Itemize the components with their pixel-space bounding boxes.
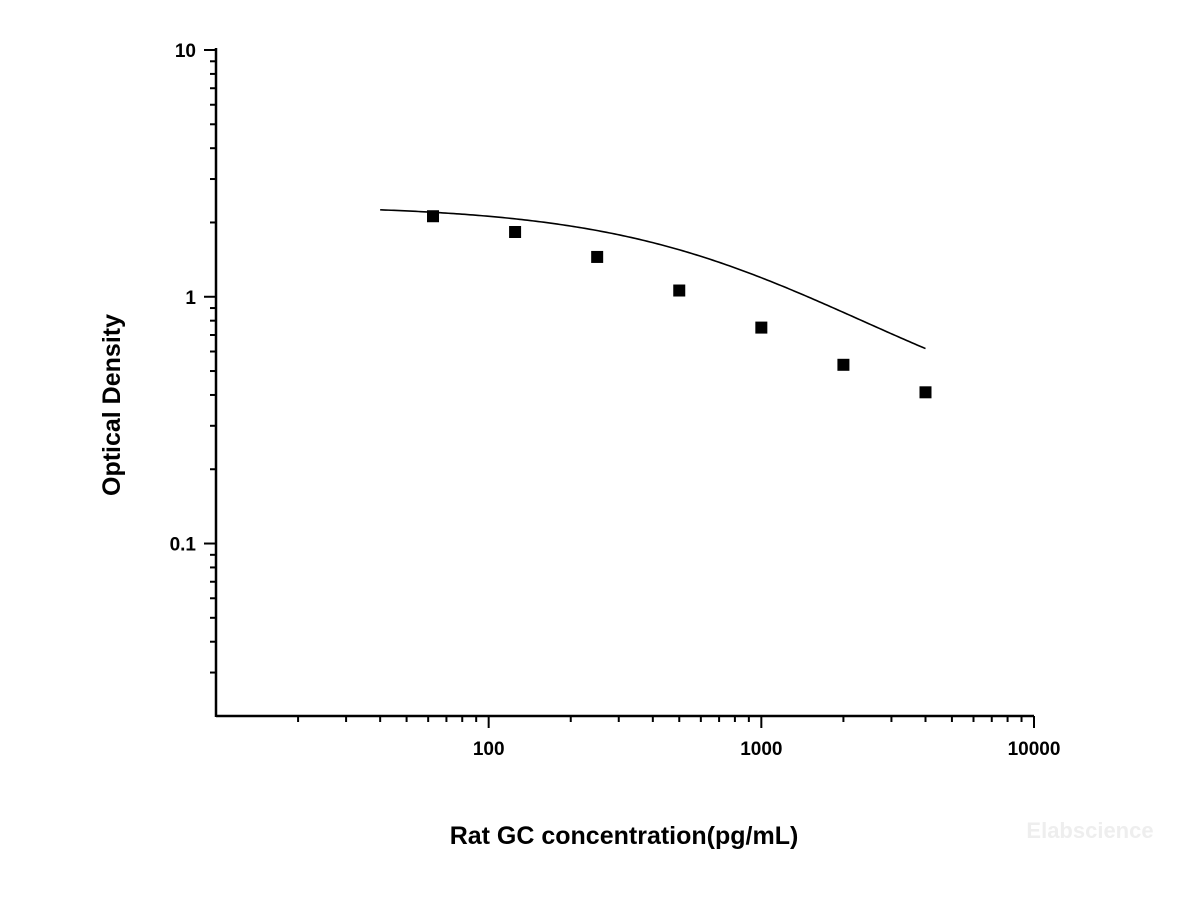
- y-tick-label: 10: [175, 41, 196, 62]
- fit-curve-layer: [380, 209, 926, 350]
- fit-curve-line: [380, 209, 926, 350]
- y-tick-label: 0.1: [170, 535, 197, 556]
- x-tick-label: 1000: [740, 739, 782, 760]
- data-point: [509, 225, 522, 238]
- data-point: [919, 386, 932, 399]
- data-points-layer: [427, 210, 932, 399]
- axes: 100 1000 10000 0.1 1 10: [170, 41, 1061, 760]
- y-axis-title: Optical Density: [98, 314, 126, 496]
- data-point: [837, 358, 850, 371]
- x-tick-label: 10000: [1008, 739, 1061, 760]
- data-point: [673, 284, 686, 297]
- data-point: [755, 321, 768, 334]
- watermark-logo: Elabscience: [1026, 818, 1153, 843]
- x-axis-title: Rat GC concentration(pg/mL): [450, 822, 799, 850]
- x-tick-label: 100: [473, 739, 505, 760]
- data-point: [427, 210, 440, 223]
- data-point: [591, 250, 604, 263]
- y-tick-label: 1: [185, 288, 196, 309]
